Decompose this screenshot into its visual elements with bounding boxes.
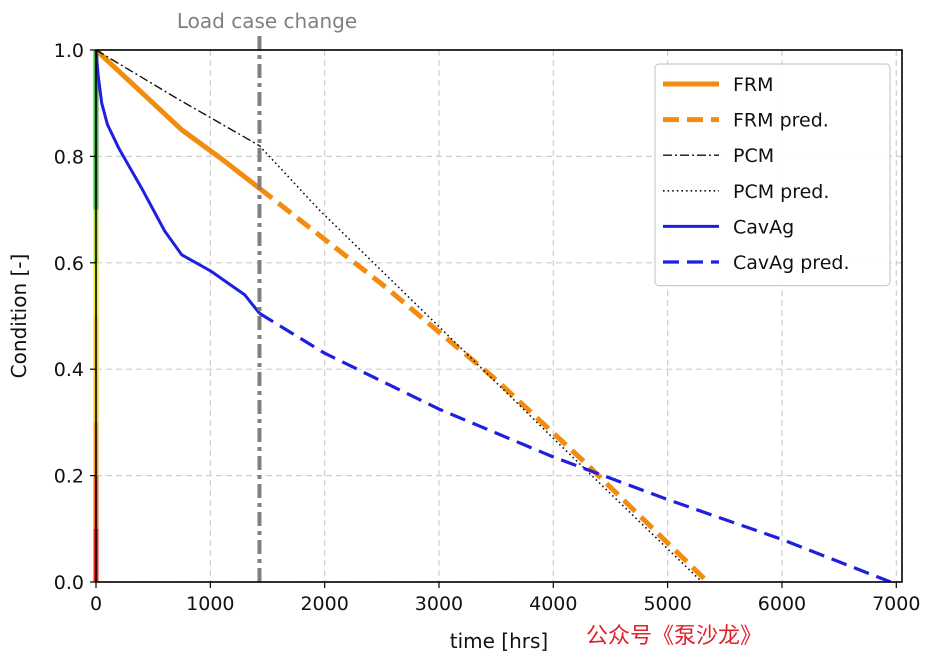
x-tick-label: 4000: [529, 593, 577, 615]
x-tick-label: 5000: [643, 593, 691, 615]
y-tick-label: 0.4: [54, 359, 84, 381]
legend-label: PCM pred.: [733, 181, 829, 203]
y-tick-label: 0.0: [54, 572, 84, 594]
x-tick-label: 6000: [758, 593, 806, 615]
watermark-text: 公众号《泵沙龙》: [586, 624, 763, 649]
x-ticks: 0 1000 2000 3000 4000 5000 6000 7000: [90, 582, 920, 615]
legend-label: PCM: [733, 145, 774, 167]
series-line: [96, 50, 261, 315]
legend: FRM FRM pred. PCM PCM pred. CavAg CavAg pred.: [654, 63, 891, 287]
y-tick-label: 0.2: [54, 466, 84, 488]
x-tick-label: 0: [90, 593, 102, 615]
series-line: [96, 50, 260, 147]
legend-label: CavAg: [733, 216, 794, 238]
legend-label: FRM: [733, 74, 774, 96]
plot-frame: [95, 49, 903, 583]
y-tick-label: 1.0: [54, 40, 84, 62]
series-line: [96, 50, 262, 191]
annotation-label: Load case change: [177, 9, 357, 33]
y-ticks: 0.0 0.2 0.4 0.6 0.8 1.0: [54, 40, 96, 594]
x-tick-label: 3000: [415, 593, 463, 615]
legend-label: FRM pred.: [733, 110, 829, 132]
series-lines: [96, 50, 892, 582]
y-axis-label: Condition [-]: [7, 254, 31, 379]
x-tick-label: 7000: [872, 593, 920, 615]
series-line: [258, 145, 703, 582]
y-tick-label: 0.8: [54, 146, 84, 168]
x-axis-label: time [hrs]: [450, 629, 548, 653]
x-tick-label: 2000: [300, 593, 348, 615]
legend-label: CavAg pred.: [733, 252, 850, 274]
x-tick-label: 1000: [186, 593, 234, 615]
series-line: [257, 186, 710, 582]
y-tick-label: 0.6: [54, 253, 84, 275]
series-line: [258, 311, 892, 582]
